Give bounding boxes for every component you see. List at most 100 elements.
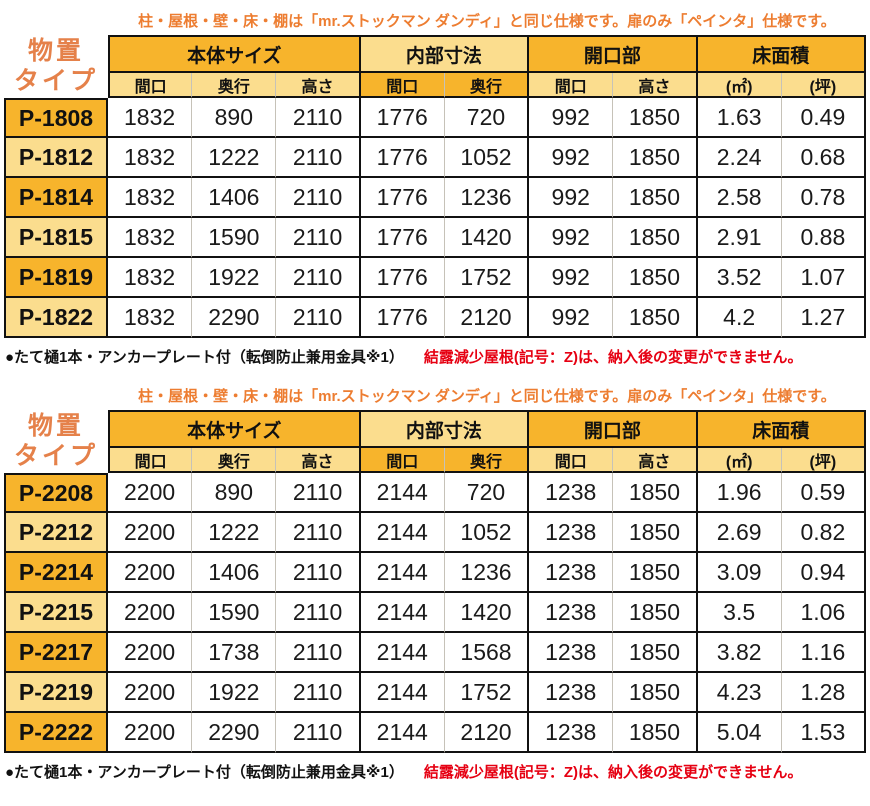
value-cell: 1.06	[781, 593, 866, 633]
value-cell: 2110	[276, 218, 361, 258]
row-label-cell: P-1814	[4, 178, 108, 218]
value-cell: 2110	[276, 513, 361, 553]
value-cell: 1832	[108, 298, 193, 338]
group-header-cell: 開口部	[529, 410, 698, 448]
group-header-cell: 内部寸法	[360, 35, 530, 73]
value-cell: 1922	[192, 673, 277, 713]
value-cell: 2.58	[697, 178, 782, 218]
row-label-cell: P-1815	[4, 218, 108, 258]
value-cell: 992	[529, 138, 614, 178]
value-cell: 0.94	[781, 553, 866, 593]
value-cell: 2110	[276, 258, 361, 298]
value-cell: 1.96	[697, 473, 782, 513]
value-cell: 1406	[192, 553, 277, 593]
value-cell: 1850	[613, 513, 698, 553]
value-cell: 1.28	[781, 673, 866, 713]
value-cell: 1590	[192, 218, 277, 258]
row-header-title-line: タイプ	[13, 441, 98, 470]
footer-note: ●たて樋1本・アンカープレート付（転倒防止兼用金具※1） 結露減少屋根(記号：Z)…	[5, 761, 866, 782]
value-cell: 1850	[613, 673, 698, 713]
spec-table: 物置 タイプ 本体サイズ 内部寸法 開口部 床面積 間口 奥行 高さ 間口 奥行 間口 高さ (㎡) (坪)…	[4, 410, 866, 753]
value-cell: 1568	[444, 633, 530, 673]
value-cell: 1850	[613, 218, 698, 258]
value-cell: 2110	[276, 593, 361, 633]
subheader-cell: 奥行	[444, 73, 530, 98]
value-cell: 3.5	[697, 593, 782, 633]
value-cell: 890	[192, 473, 277, 513]
group-header-cell: 本体サイズ	[108, 410, 361, 448]
row-label-cell: P-2212	[4, 513, 108, 553]
value-cell: 992	[529, 178, 614, 218]
group-header-cell: 床面積	[697, 35, 866, 73]
row-label-cell: P-2222	[4, 713, 108, 753]
value-cell: 1738	[192, 633, 277, 673]
value-cell: 0.49	[781, 98, 866, 138]
subheader-cell: 奥行	[444, 448, 530, 473]
row-header-title: 物置 タイプ	[4, 410, 108, 473]
value-cell: 2110	[276, 713, 361, 753]
value-cell: 720	[444, 473, 530, 513]
row-header-title-line: タイプ	[13, 66, 98, 95]
value-cell: 1236	[444, 178, 530, 218]
value-cell: 1.53	[781, 713, 866, 753]
value-cell: 1420	[444, 218, 530, 258]
value-cell: 1776	[360, 178, 445, 218]
value-cell: 2110	[276, 178, 361, 218]
row-label-cell: P-1822	[4, 298, 108, 338]
value-cell: 1776	[360, 258, 445, 298]
table-section-1: 柱・屋根・壁・床・棚は「mr.ストックマン ダンディ」と同じ仕様です。扉のみ「ペ…	[0, 10, 870, 367]
value-cell: 1238	[529, 593, 614, 633]
value-cell: 1752	[444, 258, 530, 298]
row-header-title-line: 物置	[27, 37, 84, 65]
subheader-cell: (㎡)	[697, 448, 782, 473]
row-label-cell: P-2219	[4, 673, 108, 713]
subheader-cell: 間口	[529, 448, 614, 473]
value-cell: 1850	[613, 633, 698, 673]
value-cell: 1832	[108, 218, 193, 258]
subheader-cell: 高さ	[613, 448, 698, 473]
value-cell: 4.23	[697, 673, 782, 713]
value-cell: 2120	[444, 298, 530, 338]
value-cell: 2144	[360, 553, 445, 593]
value-cell: 1850	[613, 98, 698, 138]
value-cell: 1.27	[781, 298, 866, 338]
value-cell: 1752	[444, 673, 530, 713]
row-label-cell: P-2214	[4, 553, 108, 593]
group-header-cell: 床面積	[697, 410, 866, 448]
value-cell: 1850	[613, 298, 698, 338]
value-cell: 2200	[108, 553, 193, 593]
value-cell: 1238	[529, 713, 614, 753]
value-cell: 1.16	[781, 633, 866, 673]
spec-note: 柱・屋根・壁・床・棚は「mr.ストックマン ダンディ」と同じ仕様です。扉のみ「ペ…	[138, 388, 836, 405]
row-label-cell: P-1812	[4, 138, 108, 178]
value-cell: 992	[529, 258, 614, 298]
value-cell: 1238	[529, 473, 614, 513]
value-cell: 2110	[276, 633, 361, 673]
value-cell: 2290	[192, 298, 277, 338]
value-cell: 0.88	[781, 218, 866, 258]
value-cell: 3.82	[697, 633, 782, 673]
spec-sheet: 柱・屋根・壁・床・棚は「mr.ストックマン ダンディ」と同じ仕様です。扉のみ「ペ…	[0, 10, 870, 782]
value-cell: 2200	[108, 593, 193, 633]
subheader-cell: 高さ	[276, 73, 361, 98]
value-cell: 1238	[529, 513, 614, 553]
value-cell: 1832	[108, 178, 193, 218]
subheader-cell: 間口	[360, 448, 445, 473]
value-cell: 2144	[360, 593, 445, 633]
value-cell: 0.59	[781, 473, 866, 513]
value-cell: 1776	[360, 98, 445, 138]
footer-warning: 結露減少屋根(記号：Z)は、納入後の変更ができません。	[423, 349, 803, 366]
value-cell: 4.2	[697, 298, 782, 338]
value-cell: 1052	[444, 138, 530, 178]
value-cell: 1832	[108, 258, 193, 298]
subheader-cell: (㎡)	[697, 73, 782, 98]
table-section-2: 柱・屋根・壁・床・棚は「mr.ストックマン ダンディ」と同じ仕様です。扉のみ「ペ…	[0, 385, 870, 782]
row-label-cell: P-2215	[4, 593, 108, 633]
subheader-cell: 間口	[529, 73, 614, 98]
value-cell: 992	[529, 98, 614, 138]
subheader-cell: 高さ	[613, 73, 698, 98]
value-cell: 2110	[276, 553, 361, 593]
value-cell: 1238	[529, 673, 614, 713]
value-cell: 2.91	[697, 218, 782, 258]
value-cell: 2120	[444, 713, 530, 753]
